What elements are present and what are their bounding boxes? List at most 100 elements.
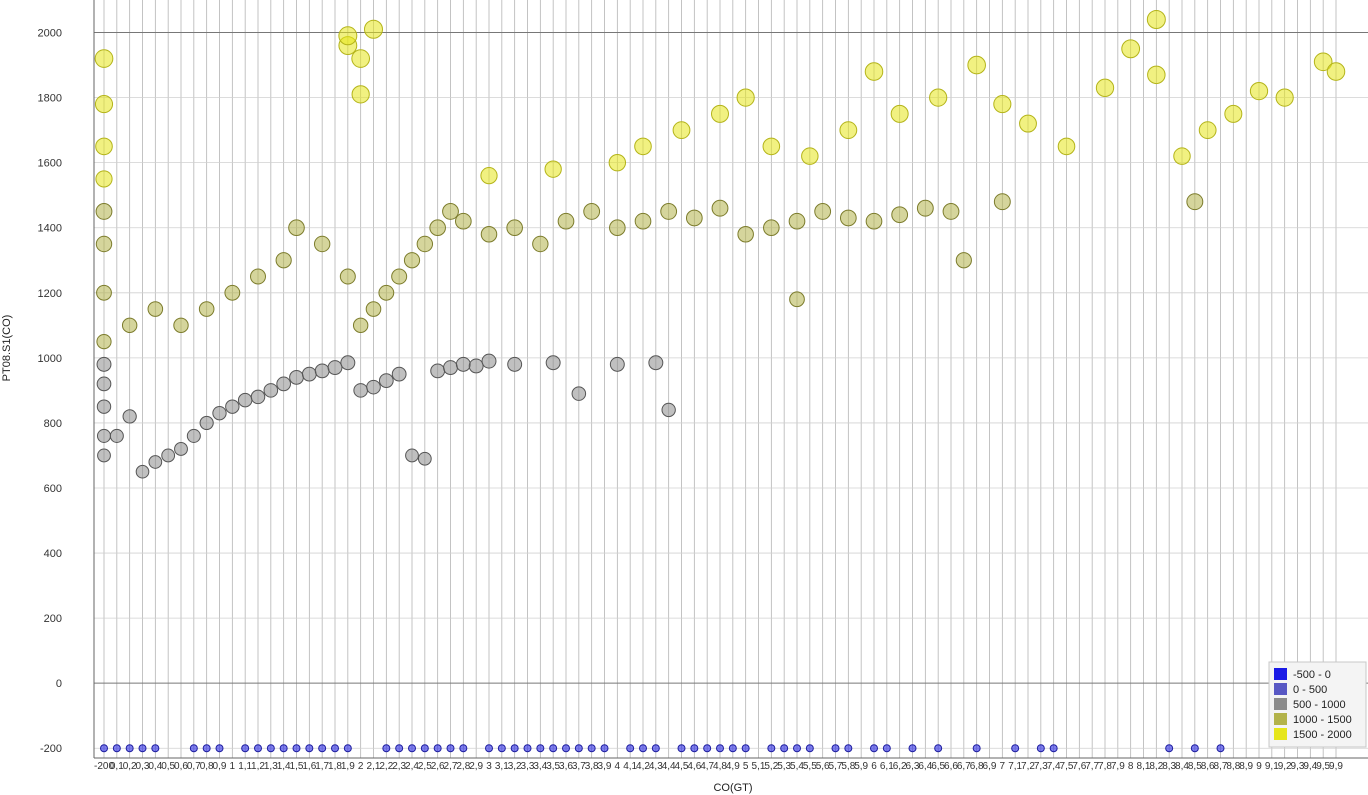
data-point (237, 392, 253, 408)
data-point (148, 455, 163, 469)
data-point (507, 356, 523, 372)
x-tick-label: 6,3 (906, 761, 920, 772)
x-tick-label: 6,6 (944, 761, 958, 772)
x-tick-label: 4,7 (700, 761, 714, 772)
x-tick-label: 1,3 (264, 761, 278, 772)
data-point (454, 212, 472, 230)
data-point (1326, 62, 1346, 81)
data-point (215, 744, 224, 753)
data-point (634, 137, 652, 156)
data-point (870, 744, 878, 753)
data-point (97, 448, 111, 463)
data-point (95, 235, 113, 253)
x-tick-label: 4,6 (687, 761, 701, 772)
data-point (1198, 121, 1217, 140)
data-point (366, 379, 381, 395)
data-point (314, 363, 330, 379)
data-point (364, 19, 383, 39)
data-point (831, 744, 840, 753)
data-point (263, 383, 279, 398)
data-point (198, 301, 215, 317)
y-tick-label: 1000 (38, 353, 62, 365)
data-point (942, 203, 960, 220)
x-tick-label: 6,9 (983, 761, 997, 772)
x-tick-label: 2,6 (431, 761, 445, 772)
data-point (250, 268, 266, 285)
data-point (391, 268, 408, 285)
x-tick-label: 1,4 (277, 761, 291, 772)
x-tick-label: 2,4 (405, 761, 419, 772)
y-tick-label: 1600 (38, 158, 62, 170)
data-point (1121, 39, 1141, 59)
x-tick-label: 7,5 (1060, 761, 1074, 772)
data-point (549, 744, 558, 753)
data-point (955, 252, 972, 269)
legend-swatch (1274, 698, 1287, 710)
x-tick-label: 1,9 (341, 761, 355, 772)
data-point (378, 284, 395, 301)
x-tick-label: 3,5 (546, 761, 560, 772)
x-tick-label: 0,6 (174, 761, 188, 772)
data-point (864, 62, 884, 81)
x-tick-label: 1,5 (290, 761, 304, 772)
x-tick-label: 6,2 (893, 761, 907, 772)
legend-swatch (1274, 713, 1287, 725)
data-point (318, 744, 327, 753)
x-tick-label: 3,7 (572, 761, 586, 772)
data-point (433, 744, 442, 753)
y-tick-label: 1400 (38, 223, 62, 235)
x-tick-label: 9,2 (1278, 761, 1292, 772)
x-tick-label: 5,5 (803, 761, 817, 772)
x-tick-label: 2,7 (444, 761, 458, 772)
data-point (648, 355, 664, 371)
x-tick-label: 7,2 (1021, 761, 1035, 772)
data-point (480, 225, 498, 243)
data-point (96, 333, 112, 350)
data-point (95, 203, 113, 220)
data-point (608, 153, 627, 172)
x-tick-label: 8,6 (1201, 761, 1215, 772)
data-point (96, 356, 112, 372)
data-point (365, 301, 382, 317)
data-point (711, 199, 729, 217)
x-tick-label: 7,3 (1034, 761, 1048, 772)
x-tick-label: 4,9 (726, 761, 740, 772)
data-point (276, 376, 292, 392)
data-point (443, 360, 458, 376)
data-point (510, 744, 519, 753)
x-tick-label: 1,2 (251, 761, 265, 772)
data-point (138, 744, 147, 753)
x-tick-label: 5,7 (829, 761, 843, 772)
data-point (186, 428, 201, 443)
x-axis-title: CO(GT) (713, 782, 752, 794)
data-point (1146, 10, 1166, 30)
data-point (254, 744, 262, 753)
x-tick-label: 9,9 (1329, 761, 1343, 772)
data-point (660, 203, 678, 220)
data-point (351, 85, 370, 104)
x-tick-label: 5,3 (777, 761, 791, 772)
y-tick-label: 1200 (38, 288, 62, 300)
data-point (446, 744, 455, 753)
data-point (1049, 744, 1058, 753)
data-point (405, 448, 419, 463)
data-point (96, 284, 112, 301)
x-tick-label: 4,1 (623, 761, 637, 772)
data-point (480, 167, 498, 185)
data-point (574, 744, 583, 753)
data-point (174, 442, 188, 456)
data-point (340, 355, 356, 371)
x-tick-label: 2,1 (367, 761, 381, 772)
data-point (1095, 78, 1115, 97)
x-tick-label: 0,7 (187, 761, 201, 772)
x-tick-label: 3,1 (495, 761, 509, 772)
data-point (343, 744, 352, 753)
data-point (736, 88, 755, 107)
x-tick-label: 3,8 (585, 761, 599, 772)
data-point (135, 464, 150, 479)
x-grid (103, 0, 1337, 758)
data-point (805, 744, 814, 753)
data-point (1190, 744, 1199, 753)
data-point (993, 95, 1012, 114)
data-point (353, 383, 368, 398)
